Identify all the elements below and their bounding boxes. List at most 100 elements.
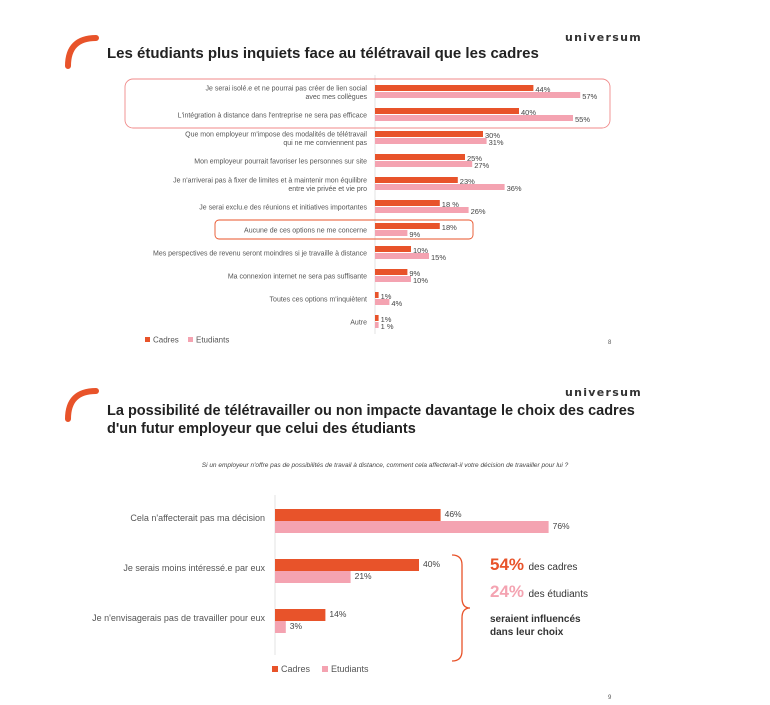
category-label: Aucune de ces options ne me concerne <box>244 228 367 235</box>
category-label: Je serais moins intéressé.e par eux <box>123 563 265 573</box>
value-label-etudiants: 55% <box>575 115 590 124</box>
swoosh-icon <box>65 388 99 422</box>
legend-label-etudiants: Etudiants <box>196 336 229 345</box>
page-title: La possibilité de télétravailler ou non … <box>107 402 635 438</box>
slide-9: universum La possibilité de télétravaill… <box>0 375 770 705</box>
legend-swatch-etudiants <box>322 666 328 672</box>
callout-cadres-pct: 54% <box>490 555 525 574</box>
value-label-cadres: 14% <box>329 609 346 619</box>
value-label-etudiants: 76% <box>553 521 570 531</box>
bar-etudiants <box>275 621 286 633</box>
callout-etudiants-text: des étudiants <box>528 589 588 600</box>
category-label: Toutes ces options m'inquiètent <box>270 297 368 304</box>
bar-etudiants <box>375 138 487 144</box>
bar-etudiants <box>375 299 390 305</box>
highlight-box <box>214 219 474 240</box>
category-label: L'intégration à distance dans l'entrepri… <box>178 113 367 120</box>
category-label: entre vie privée et vie pro <box>288 186 367 193</box>
category-label: Autre <box>350 320 367 327</box>
bar-etudiants <box>375 161 473 167</box>
callout-conclusion: seraient influencés dans leur choix <box>490 613 581 639</box>
category-label: qui ne me conviennent pas <box>283 140 367 147</box>
value-label-cadres: 40% <box>521 108 536 117</box>
value-label-etudiants: 31% <box>489 138 504 147</box>
category-label: Cela n'affecterait pas ma décision <box>130 513 265 523</box>
value-label-cadres: 18 % <box>442 200 459 209</box>
category-label: Mes perspectives de revenu seront moindr… <box>153 251 367 258</box>
bar-cadres <box>375 246 411 252</box>
value-label-etudiants: 9% <box>409 230 420 239</box>
bar-cadres <box>375 292 379 298</box>
employer-choice-bar-chart: Cela n'affecterait pas ma décision 46% 76%… <box>92 495 570 674</box>
legend-label-cadres: Cadres <box>153 336 179 345</box>
value-label-etudiants: 1 % <box>381 322 394 331</box>
value-label-cadres: 9% <box>409 269 420 278</box>
bar-cadres <box>375 269 408 275</box>
value-label-etudiants: 57% <box>582 92 597 101</box>
bar-cadres <box>275 559 419 571</box>
bar-cadres <box>375 177 458 183</box>
bar-cadres <box>275 609 326 621</box>
callout-etudiants-pct: 24% <box>490 582 525 601</box>
bar-etudiants <box>375 92 581 98</box>
highlight-box <box>124 78 611 129</box>
category-label: Je n'arriverai pas à fixer de limites et… <box>173 177 367 184</box>
bar-etudiants <box>375 115 573 121</box>
value-label-cadres: 30% <box>485 131 500 140</box>
callout-etudiants: 24% des étudiants <box>490 582 588 602</box>
value-label-etudiants: 27% <box>474 161 489 170</box>
category-label: Mon employeur pourrait favoriser les per… <box>194 159 367 166</box>
legend-swatch-cadres <box>145 337 150 342</box>
value-label-cadres: 10% <box>413 246 428 255</box>
value-label-cadres: 44% <box>535 85 550 94</box>
bar-cadres <box>375 200 440 206</box>
value-label-cadres: 1% <box>381 315 392 324</box>
value-label-cadres: 23% <box>460 177 475 186</box>
bar-cadres <box>375 108 519 114</box>
category-label: Ma connexion internet ne sera pas suffis… <box>228 274 367 281</box>
category-label: Je serai isolé.e et ne pourrai pas créer… <box>206 85 368 92</box>
value-label-cadres: 1% <box>381 292 392 301</box>
concerns-bar-chart: Je serai isolé.e et ne pourrai pas créer… <box>124 75 611 345</box>
bar-cadres <box>375 85 534 91</box>
title-line-1: La possibilité de télétravailler ou non … <box>107 403 635 419</box>
page-number: 9 <box>608 695 612 701</box>
bar-cadres <box>275 509 441 521</box>
legend-swatch-etudiants <box>188 337 193 342</box>
bar-etudiants <box>375 276 411 282</box>
title-line-2: d'un futur employeur que celui des étudi… <box>107 421 416 437</box>
survey-question: Si un employeur n'offre pas de possibili… <box>201 462 569 469</box>
bar-etudiants <box>375 207 469 213</box>
page-number: 8 <box>608 340 612 346</box>
value-label-cadres: 40% <box>423 559 440 569</box>
swoosh-icon <box>65 35 99 69</box>
legend-label-etudiants: Etudiants <box>331 664 369 674</box>
bar-etudiants <box>275 521 549 533</box>
bar-etudiants <box>375 253 429 259</box>
bar-cadres <box>375 223 440 229</box>
callout-cadres-text: des cadres <box>528 562 578 573</box>
callout-brace <box>451 554 471 662</box>
bar-cadres <box>375 315 379 321</box>
value-label-cadres: 46% <box>445 509 462 519</box>
bar-etudiants <box>375 230 408 236</box>
legend-label-cadres: Cadres <box>281 664 311 674</box>
value-label-etudiants: 21% <box>355 571 372 581</box>
value-label-cadres: 18% <box>442 223 457 232</box>
bar-cadres <box>375 154 465 160</box>
universum-logo: universum <box>564 386 642 399</box>
value-label-etudiants: 3% <box>290 621 303 631</box>
legend-swatch-cadres <box>272 666 278 672</box>
bar-cadres <box>375 131 483 137</box>
category-label: avec mes collègues <box>306 94 368 101</box>
callout-line-2: dans leur choix <box>490 627 564 638</box>
value-label-etudiants: 10% <box>413 276 428 285</box>
callout-line-1: seraient influencés <box>490 614 581 625</box>
value-label-etudiants: 26% <box>471 207 486 216</box>
page-title: Les étudiants plus inquiets face au télé… <box>107 45 539 62</box>
category-label: Je n'envisagerais pas de travailler pour… <box>92 613 265 623</box>
bar-etudiants <box>375 322 379 328</box>
slide-8: universum Les étudiants plus inquiets fa… <box>0 0 770 350</box>
category-label: Je serai exclu.e des réunions et initiat… <box>199 205 367 212</box>
callout-cadres: 54% des cadres <box>490 555 577 575</box>
